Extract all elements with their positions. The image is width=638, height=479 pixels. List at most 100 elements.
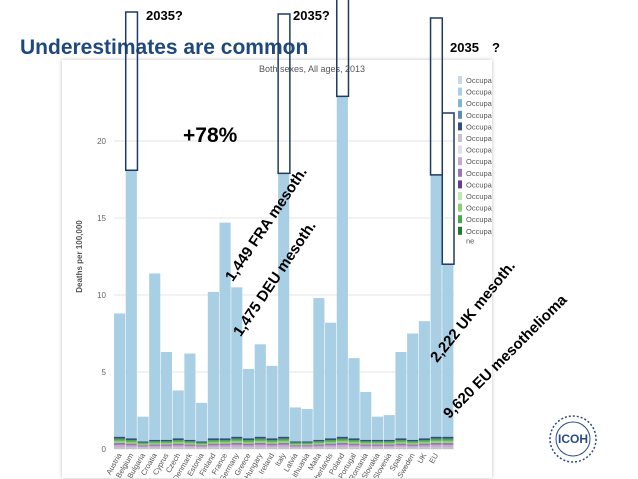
bar-asbestos bbox=[231, 287, 243, 437]
bar-asbestos bbox=[313, 298, 325, 440]
bar-segment-other bbox=[442, 436, 454, 439]
bar-asbestos bbox=[430, 174, 442, 437]
bar-segment-other bbox=[336, 440, 348, 443]
bar-segment-other bbox=[371, 445, 384, 448]
bar-segment-other bbox=[442, 444, 454, 447]
bar-segment-other bbox=[383, 444, 395, 446]
bar-segment-other bbox=[231, 440, 243, 443]
bar-segment-other bbox=[266, 443, 278, 446]
bar-segment-other bbox=[442, 438, 454, 441]
bar-segment-other bbox=[407, 439, 419, 442]
bar-segment-other bbox=[219, 447, 231, 449]
bar-segment-other bbox=[207, 443, 219, 446]
bar-asbestos bbox=[172, 390, 184, 439]
bar-segment-other bbox=[383, 445, 395, 448]
bar-segment-other bbox=[418, 443, 430, 446]
bar-segment-other bbox=[336, 436, 348, 439]
bar-segment-other bbox=[289, 446, 301, 448]
bar-segment-other bbox=[289, 447, 301, 449]
bar-segment-other bbox=[407, 444, 419, 446]
bar-segment-other bbox=[395, 441, 407, 444]
bar-segment-other bbox=[254, 444, 266, 447]
bar-segment-other bbox=[137, 442, 149, 444]
legend-swatch bbox=[458, 203, 462, 212]
bar-segment-other bbox=[137, 446, 149, 448]
bar-segment-other bbox=[207, 445, 219, 448]
bar-segment-other bbox=[348, 441, 360, 444]
bar-segment-other bbox=[395, 438, 407, 441]
legend-swatch bbox=[458, 180, 462, 189]
bar-segment-other bbox=[125, 445, 137, 448]
legend-label: Occupational diesel bbox=[466, 146, 492, 155]
bar-segment-other bbox=[325, 447, 337, 449]
bar-segment-other bbox=[407, 441, 419, 443]
bar-segment-other bbox=[313, 439, 325, 442]
bar-segment-other bbox=[430, 444, 442, 447]
bar-segment-other bbox=[325, 443, 337, 446]
bar-segment-other bbox=[196, 443, 208, 446]
bar-segment-other bbox=[172, 438, 184, 441]
bar-segment-other bbox=[149, 441, 161, 443]
bar-segment-other bbox=[266, 438, 278, 441]
bar-asbestos bbox=[160, 351, 173, 440]
bar-segment-other bbox=[313, 441, 325, 443]
slide-title: Underestimates are common bbox=[20, 36, 309, 59]
x-tick-label: UK bbox=[415, 452, 428, 466]
bar-asbestos bbox=[418, 321, 430, 439]
bar-segment-other bbox=[301, 443, 313, 446]
bar-segment-other bbox=[184, 439, 196, 442]
bar-segment-other bbox=[196, 447, 208, 449]
bar-segment-other bbox=[278, 446, 290, 449]
bar-asbestos bbox=[137, 416, 149, 442]
chart-frame: Both sexes, All ages, 2013 0 5 10 15 20 Deaths… bbox=[62, 60, 492, 478]
bar-segment-other bbox=[149, 447, 161, 449]
bar-segment-other bbox=[360, 442, 372, 445]
bar-segment-other bbox=[418, 438, 430, 441]
bar-segment-other bbox=[430, 442, 442, 445]
legend-label: Occupational cadmium bbox=[466, 122, 492, 131]
bar-segment-other bbox=[430, 446, 442, 449]
legend-label: Occupational PAH bbox=[466, 180, 492, 189]
bar-segment-other bbox=[266, 441, 278, 444]
bar-asbestos bbox=[301, 408, 313, 442]
bar-asbestos bbox=[125, 170, 137, 439]
legend-swatch bbox=[458, 99, 462, 108]
bar-segment-other bbox=[149, 445, 161, 448]
legend-label: Occupational silica bbox=[466, 204, 492, 213]
bar-segment-other bbox=[313, 447, 325, 449]
bar-segment-other bbox=[348, 445, 360, 448]
bar-asbestos bbox=[371, 416, 384, 440]
bar-segment-other bbox=[278, 438, 290, 441]
bar-segment-other bbox=[184, 447, 196, 449]
bar-segment-other bbox=[301, 445, 313, 447]
bar-segment-other bbox=[395, 447, 407, 449]
y-tick-label: 0 bbox=[102, 445, 107, 454]
bar-segment-other bbox=[219, 438, 231, 441]
bar-asbestos bbox=[278, 173, 290, 437]
legend-label: Occupational arsenic bbox=[466, 76, 492, 85]
bar-segment-other bbox=[114, 446, 126, 449]
bar-segment-other bbox=[219, 441, 231, 444]
bar-segment-other bbox=[430, 438, 442, 441]
legend-label: Occupational trichloroethyle bbox=[466, 227, 492, 236]
bar-segment-other bbox=[172, 445, 184, 448]
bar-segment-other bbox=[242, 441, 255, 444]
bar-asbestos bbox=[114, 313, 126, 437]
bar-segment-other bbox=[360, 439, 372, 442]
bar-segment-other bbox=[407, 442, 419, 445]
bar-segment-other bbox=[184, 442, 196, 445]
bar-segment-other bbox=[219, 440, 231, 442]
bar-asbestos bbox=[254, 344, 266, 437]
bar-asbestos bbox=[242, 368, 255, 439]
bar-segment-other bbox=[231, 436, 243, 439]
bar-segment-other bbox=[313, 442, 325, 445]
bar-segment-other bbox=[137, 443, 149, 446]
bar-segment-other bbox=[360, 441, 372, 443]
bar-segment-other bbox=[160, 444, 173, 446]
bar-segment-other bbox=[336, 438, 348, 441]
bar-segment-other bbox=[325, 440, 337, 442]
bar-segment-other bbox=[242, 445, 255, 448]
bar-segment-other bbox=[114, 440, 126, 443]
bar-segment-other bbox=[383, 441, 395, 443]
legend-label: Occupational SHS bbox=[466, 192, 492, 201]
